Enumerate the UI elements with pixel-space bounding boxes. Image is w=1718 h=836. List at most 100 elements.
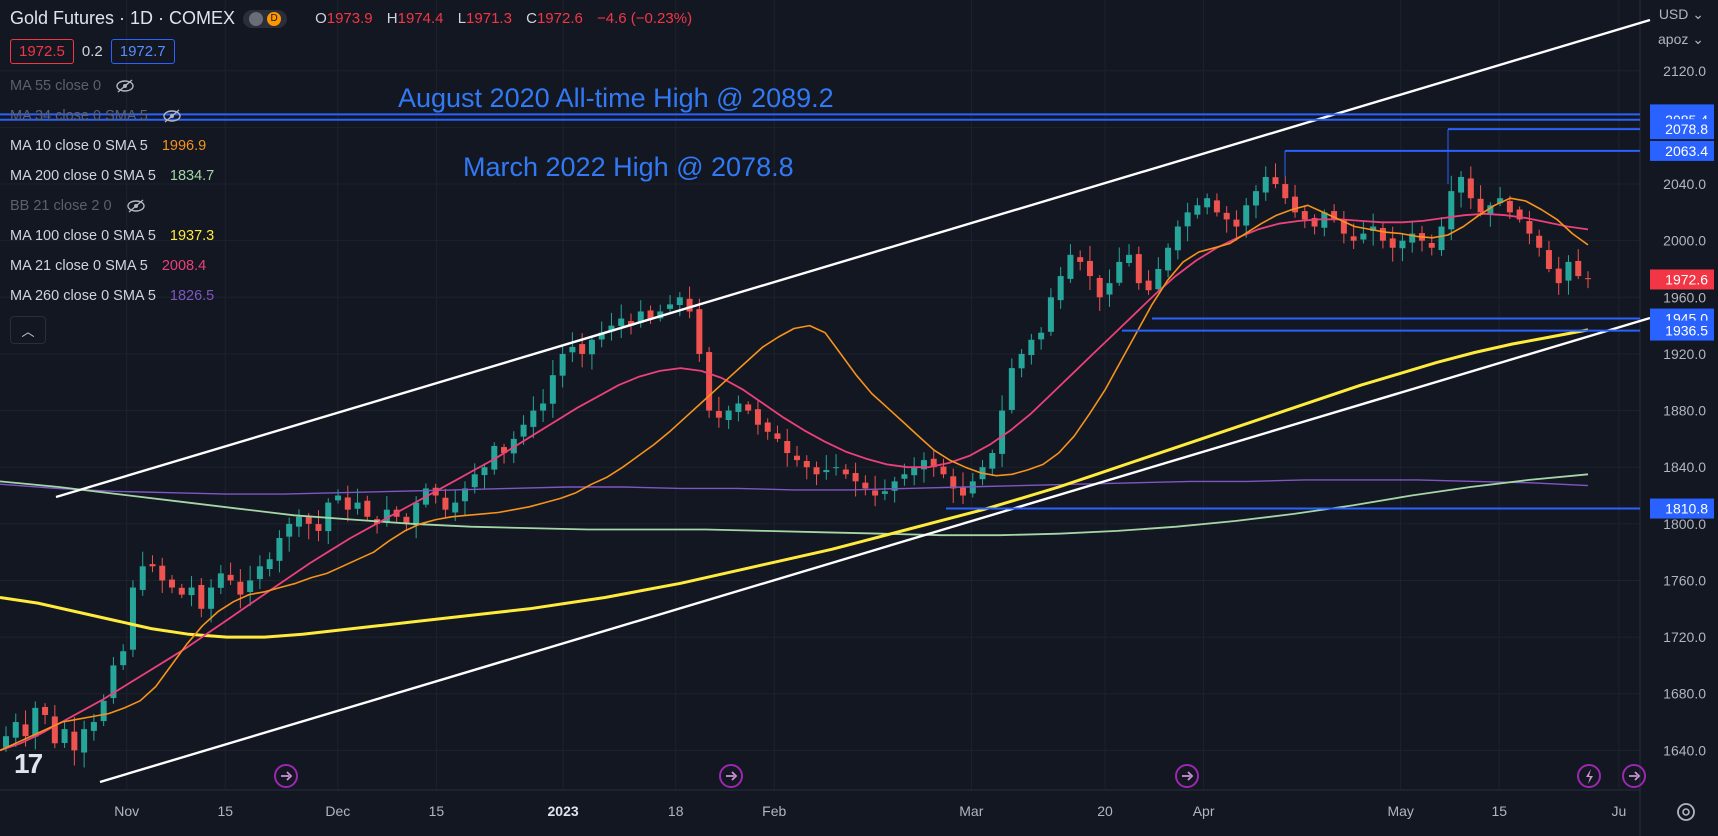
collapse-legend-button[interactable]: ︿ bbox=[10, 316, 46, 344]
ma-21-line bbox=[0, 212, 1589, 752]
candle-body bbox=[1311, 217, 1318, 227]
candle-body bbox=[413, 502, 420, 526]
candle-body bbox=[696, 309, 703, 354]
candle-body bbox=[676, 297, 683, 306]
price-tick-label: 1880.0 bbox=[1663, 403, 1706, 419]
candle-body bbox=[715, 411, 722, 418]
candle-body bbox=[1018, 353, 1025, 369]
indicator-row[interactable]: MA 34 close 0 SMA 5 bbox=[10, 108, 182, 124]
candle-body bbox=[774, 433, 781, 439]
candle-body bbox=[1008, 368, 1015, 410]
upper-channel-line[interactable] bbox=[55, 18, 1651, 499]
candle-body bbox=[1565, 261, 1572, 281]
candle-body bbox=[647, 310, 654, 319]
indicator-row[interactable]: MA 10 close 0 SMA 5 1996.9 bbox=[10, 138, 206, 154]
candle-body bbox=[1487, 205, 1494, 215]
candle-body bbox=[784, 440, 791, 454]
user-selector[interactable]: apoz ⌄ bbox=[1658, 31, 1704, 47]
candle-body bbox=[1038, 332, 1045, 340]
time-tick-label: 18 bbox=[668, 803, 684, 819]
candle-body bbox=[364, 500, 371, 517]
level-tag bbox=[1650, 320, 1714, 341]
gear-icon[interactable] bbox=[1677, 803, 1695, 821]
currency-selector[interactable]: USD ⌄ bbox=[1658, 6, 1704, 22]
candle-body bbox=[1077, 257, 1084, 262]
bid-button[interactable]: 1972.5 bbox=[10, 39, 74, 64]
candle-body bbox=[1516, 209, 1523, 220]
level-tag bbox=[1650, 498, 1714, 519]
candle-body bbox=[637, 311, 644, 323]
candle-body bbox=[1135, 254, 1142, 284]
candle-body bbox=[862, 482, 869, 489]
candle-body bbox=[1047, 297, 1054, 332]
indicator-row[interactable]: MA 260 close 0 SMA 5 1826.5 bbox=[10, 288, 214, 304]
indicator-row[interactable]: MA 21 close 0 SMA 5 2008.4 bbox=[10, 258, 206, 274]
candle-body bbox=[276, 537, 283, 561]
candle-body bbox=[1467, 178, 1474, 199]
indicator-row[interactable]: MA 200 close 0 SMA 5 1834.7 bbox=[10, 168, 214, 184]
candle-body bbox=[1243, 205, 1250, 226]
high-value: 1974.4 bbox=[397, 10, 444, 27]
eye-crossed-icon[interactable] bbox=[115, 79, 135, 93]
lightning-event-icon[interactable] bbox=[1577, 764, 1601, 788]
level-tag-label: 1810.8 bbox=[1665, 501, 1708, 517]
candle-body bbox=[1126, 254, 1133, 263]
candle-body bbox=[1536, 235, 1543, 248]
symbol-title[interactable]: Gold Futures · 1D · COMEX bbox=[10, 8, 236, 28]
candle-body bbox=[71, 731, 78, 751]
candle-body bbox=[1262, 176, 1269, 193]
candle-body bbox=[1477, 198, 1484, 213]
candle-body bbox=[81, 729, 88, 753]
candle-body bbox=[110, 665, 117, 699]
candle-body bbox=[803, 461, 810, 468]
event-marker-icon[interactable] bbox=[719, 764, 743, 788]
candle-body bbox=[383, 509, 390, 522]
lower-channel-line[interactable] bbox=[99, 316, 1651, 784]
indicator-label: MA 34 close 0 SMA 5 bbox=[10, 108, 148, 124]
eye-crossed-icon[interactable] bbox=[162, 109, 182, 123]
indicator-value: 2008.4 bbox=[161, 258, 207, 274]
candle-body bbox=[344, 497, 351, 510]
candle-body bbox=[764, 422, 771, 432]
level-tag-label: 1936.5 bbox=[1665, 323, 1708, 339]
change-value: −4.6 (−0.23%) bbox=[597, 10, 693, 27]
time-tick-label: 2023 bbox=[548, 803, 579, 819]
event-marker-icon[interactable] bbox=[274, 764, 298, 788]
indicator-value: 1834.7 bbox=[169, 168, 215, 184]
gear-icon-center bbox=[1682, 808, 1690, 816]
candle-body bbox=[569, 346, 576, 353]
march-high-annotation: March 2022 High @ 2078.8 bbox=[463, 152, 794, 182]
price-tick-label: 1760.0 bbox=[1663, 572, 1706, 588]
event-marker-icon[interactable] bbox=[1175, 764, 1199, 788]
candle-body bbox=[891, 481, 898, 491]
candle-body bbox=[725, 410, 732, 421]
candle-body bbox=[940, 466, 947, 475]
candle-body bbox=[842, 469, 849, 475]
candle-body bbox=[579, 344, 586, 354]
eye-crossed-icon[interactable] bbox=[126, 199, 146, 213]
arrow-right-icon bbox=[726, 771, 738, 781]
candle-body bbox=[1184, 212, 1191, 227]
candle-body bbox=[1340, 219, 1347, 234]
candle-body bbox=[442, 497, 449, 510]
candle-body bbox=[608, 325, 615, 332]
candle-body bbox=[901, 474, 908, 479]
indicator-row[interactable]: MA 100 close 0 SMA 5 1937.3 bbox=[10, 228, 214, 244]
indicator-value: 1826.5 bbox=[169, 288, 215, 304]
level-tag-label: 2063.4 bbox=[1665, 143, 1708, 159]
candle-body bbox=[266, 559, 273, 570]
candle-body bbox=[1399, 240, 1406, 249]
candle-body bbox=[1389, 238, 1396, 248]
indicator-row[interactable]: MA 55 close 0 bbox=[10, 78, 135, 94]
price-tick-label: 1840.0 bbox=[1663, 459, 1706, 475]
candle-body bbox=[217, 573, 224, 588]
ohlc-readout: O1973.9 H1974.4 L1971.3 C1972.6 −4.6 (−0… bbox=[315, 10, 693, 27]
indicator-row[interactable]: BB 21 close 2 0 bbox=[10, 198, 146, 214]
candle-body bbox=[1194, 205, 1201, 215]
ask-button[interactable]: 1972.7 bbox=[110, 39, 175, 64]
candle-body bbox=[540, 403, 547, 411]
event-marker-icon[interactable] bbox=[1622, 764, 1646, 788]
ma-100-line bbox=[0, 328, 1589, 639]
market-status[interactable]: D bbox=[243, 9, 288, 28]
